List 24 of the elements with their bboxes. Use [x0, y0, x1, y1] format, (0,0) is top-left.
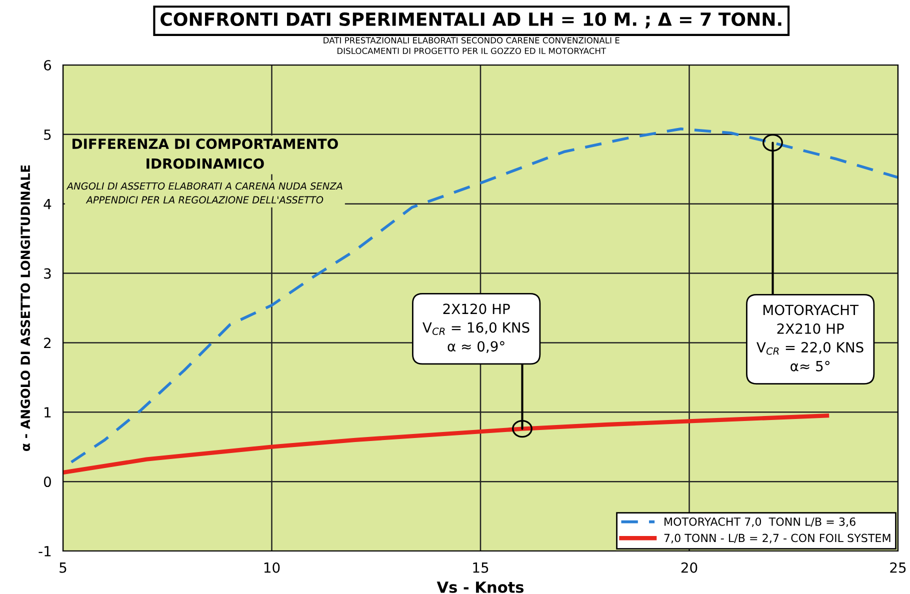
y-axis-title: α - ANGOLO DI ASSETTO LONGITUDINALE [20, 165, 30, 451]
annotation: MOTORYACHT 2X210 HP V$_{CR}$ = 22,0 KNS α≈ 5° [756, 304, 864, 372]
y-tick-label: 3 [44, 268, 51, 279]
legend-label: MOTORYACHT 7,0 TONN L/B = 3,6 [664, 517, 856, 528]
y-tick-label: 4 [44, 199, 52, 210]
x-tick-label: 20 [681, 562, 698, 573]
y-tick-label: 2 [44, 338, 50, 348]
annotation: 2X120 HP V$_{CR}$ = 16,0 KNS α ≈ 0,9° [422, 304, 530, 353]
chart-subtitle: DATI PRESTAZIONALI ELABORATI SECONDO CARENE CONVENZIONALI E DISLOCAMENTI DI PROGETTO PER IL GOZZO ED IL MOTORYACHT [324, 37, 620, 54]
legend-label: 7,0 TONN - L/B = 2,7 - CON FOIL SYSTEM [664, 534, 890, 544]
x-tick-label: 10 [264, 562, 280, 573]
x-axis-title: Vs - Knots [436, 582, 524, 593]
y-tick-label: -1 [38, 546, 51, 556]
y-tick-label: 1 [44, 407, 51, 418]
line-series [63, 414, 830, 475]
x-tick-label: 15 [473, 562, 488, 573]
chart-title: CONFRONTI DATI SPERIMENTALI AD LH = 10 M. ; Δ = 7 TONN. [160, 12, 782, 28]
x-tick-label: 25 [890, 562, 906, 573]
annotation: ANGOLI DI ASSETTO ELABORATI A CARENA NUDA SENZA APPENDICI PER LA REGOLAZIONE DELL'ASSETTO [66, 182, 342, 204]
y-tick-label: 5 [44, 130, 51, 140]
annotation: DIFFERENZA DI COMPORTAMENTO IDRODINAMICO [72, 138, 338, 169]
y-tick-label: 6 [44, 60, 52, 70]
y-tick-label: 0 [44, 476, 51, 488]
x-tick-label: 5 [60, 562, 66, 573]
